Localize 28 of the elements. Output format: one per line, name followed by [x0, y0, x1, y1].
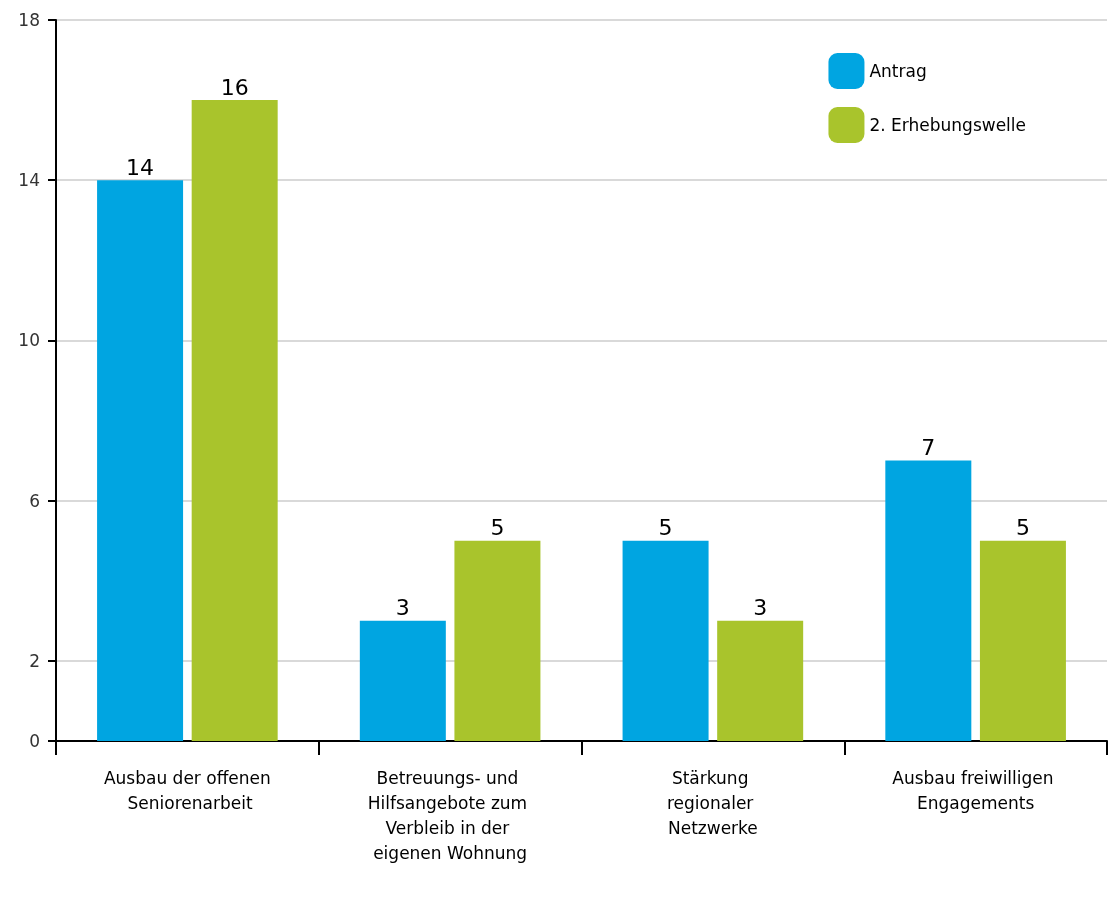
data-label: 3 — [395, 595, 410, 621]
legend-label: 2. Erhebungswelle — [869, 115, 1026, 135]
bar — [454, 540, 541, 741]
x-tick-label: Stärkung regionaler Netzwerke — [666, 767, 759, 838]
bar — [191, 100, 278, 741]
legend-label: Antrag — [869, 61, 927, 81]
data-label: 5 — [658, 515, 673, 541]
data-label: 7 — [921, 435, 936, 461]
y-tick-label: 0 — [29, 731, 40, 751]
x-tick-label: Ausbau freiwilligen Engagements — [892, 767, 1059, 813]
bar — [622, 540, 709, 741]
y-tick-label: 2 — [29, 650, 40, 671]
bar — [97, 180, 184, 741]
x-tick-label: Betreuungs- und Hilfsangebote zum Verbleib in der eigenen Wohnung — [367, 767, 533, 863]
y-tick-label: 18 — [18, 10, 40, 30]
bar — [979, 540, 1066, 741]
data-label: 3 — [753, 595, 768, 621]
x-tick-label: Ausbau der offenen Seniorenarbeit — [103, 767, 271, 813]
bar — [717, 620, 804, 741]
data-label: 14 — [126, 154, 155, 180]
y-tick-label: 14 — [18, 170, 40, 191]
data-label: 16 — [220, 74, 249, 100]
data-label: 5 — [490, 515, 505, 541]
bar — [359, 620, 446, 741]
bar — [885, 460, 972, 741]
data-label: 5 — [1015, 515, 1030, 541]
y-tick-label: 10 — [18, 330, 40, 351]
y-tick-label: 6 — [29, 490, 40, 511]
